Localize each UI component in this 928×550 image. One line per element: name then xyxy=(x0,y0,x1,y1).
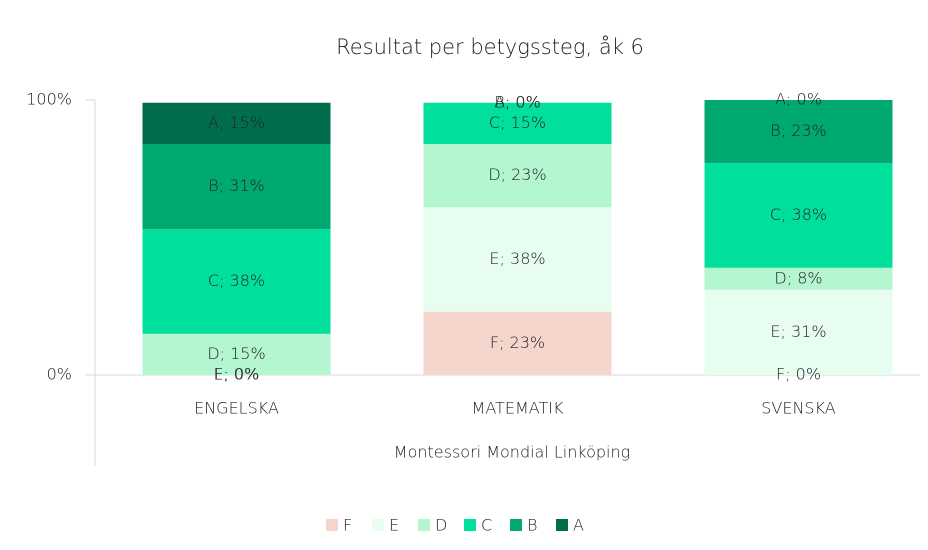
legend-swatch xyxy=(326,519,338,531)
data-label: F; 0% xyxy=(214,365,259,384)
data-label: C; 38% xyxy=(770,205,827,224)
data-label: D; 23% xyxy=(488,165,546,184)
bar-segment xyxy=(704,100,893,164)
legend-swatch xyxy=(510,519,522,531)
bar-segment xyxy=(142,144,331,230)
data-label: E; 31% xyxy=(770,322,826,341)
bar-segment xyxy=(142,333,331,375)
bar-segment xyxy=(142,102,331,144)
legend-swatch xyxy=(418,519,430,531)
data-label: E; 0% xyxy=(214,365,260,384)
y-tick-label: 100% xyxy=(26,90,72,109)
bar-segment xyxy=(423,207,612,312)
data-label: A; 0% xyxy=(775,90,822,109)
data-label: E; 38% xyxy=(489,249,545,268)
data-label: F; 23% xyxy=(490,333,545,352)
data-label: B; 31% xyxy=(208,176,265,195)
legend-swatch xyxy=(372,519,384,531)
data-label: A; 0% xyxy=(494,92,541,111)
bar-segment xyxy=(423,102,612,144)
legend-label: E xyxy=(389,516,399,535)
x-tick-label: SVENSKA xyxy=(761,399,836,418)
bar-segment xyxy=(704,267,893,290)
data-label: D; 8% xyxy=(774,268,822,287)
bar-segment xyxy=(142,229,331,334)
data-label: D; 15% xyxy=(207,344,265,363)
legend-label: A xyxy=(573,516,584,535)
data-label: B; 0% xyxy=(494,92,540,111)
data-label: C; 38% xyxy=(208,271,265,290)
legend-label: B xyxy=(527,516,537,535)
bar-segment xyxy=(704,289,893,375)
bar-segment xyxy=(704,163,893,268)
chart-title: Resultat per betygssteg, åk 6 xyxy=(336,35,644,59)
bar-segment xyxy=(423,311,612,375)
x-axis-label: Montessori Mondial Linköping xyxy=(394,443,630,462)
bar-segment xyxy=(423,144,612,208)
data-label: A; 15% xyxy=(208,113,265,132)
x-tick-label: ENGELSKA xyxy=(194,399,279,418)
legend-label: F xyxy=(343,516,352,535)
legend-swatch xyxy=(464,519,476,531)
data-label: F; 0% xyxy=(776,365,821,384)
data-label: B; 23% xyxy=(770,121,827,140)
x-tick-label: MATEMATIK xyxy=(472,399,564,418)
legend-label: D xyxy=(435,516,447,535)
data-label: C; 15% xyxy=(489,113,546,132)
y-tick-label: 0% xyxy=(47,365,72,384)
legend-label: C xyxy=(481,516,492,535)
legend-swatch xyxy=(556,519,568,531)
